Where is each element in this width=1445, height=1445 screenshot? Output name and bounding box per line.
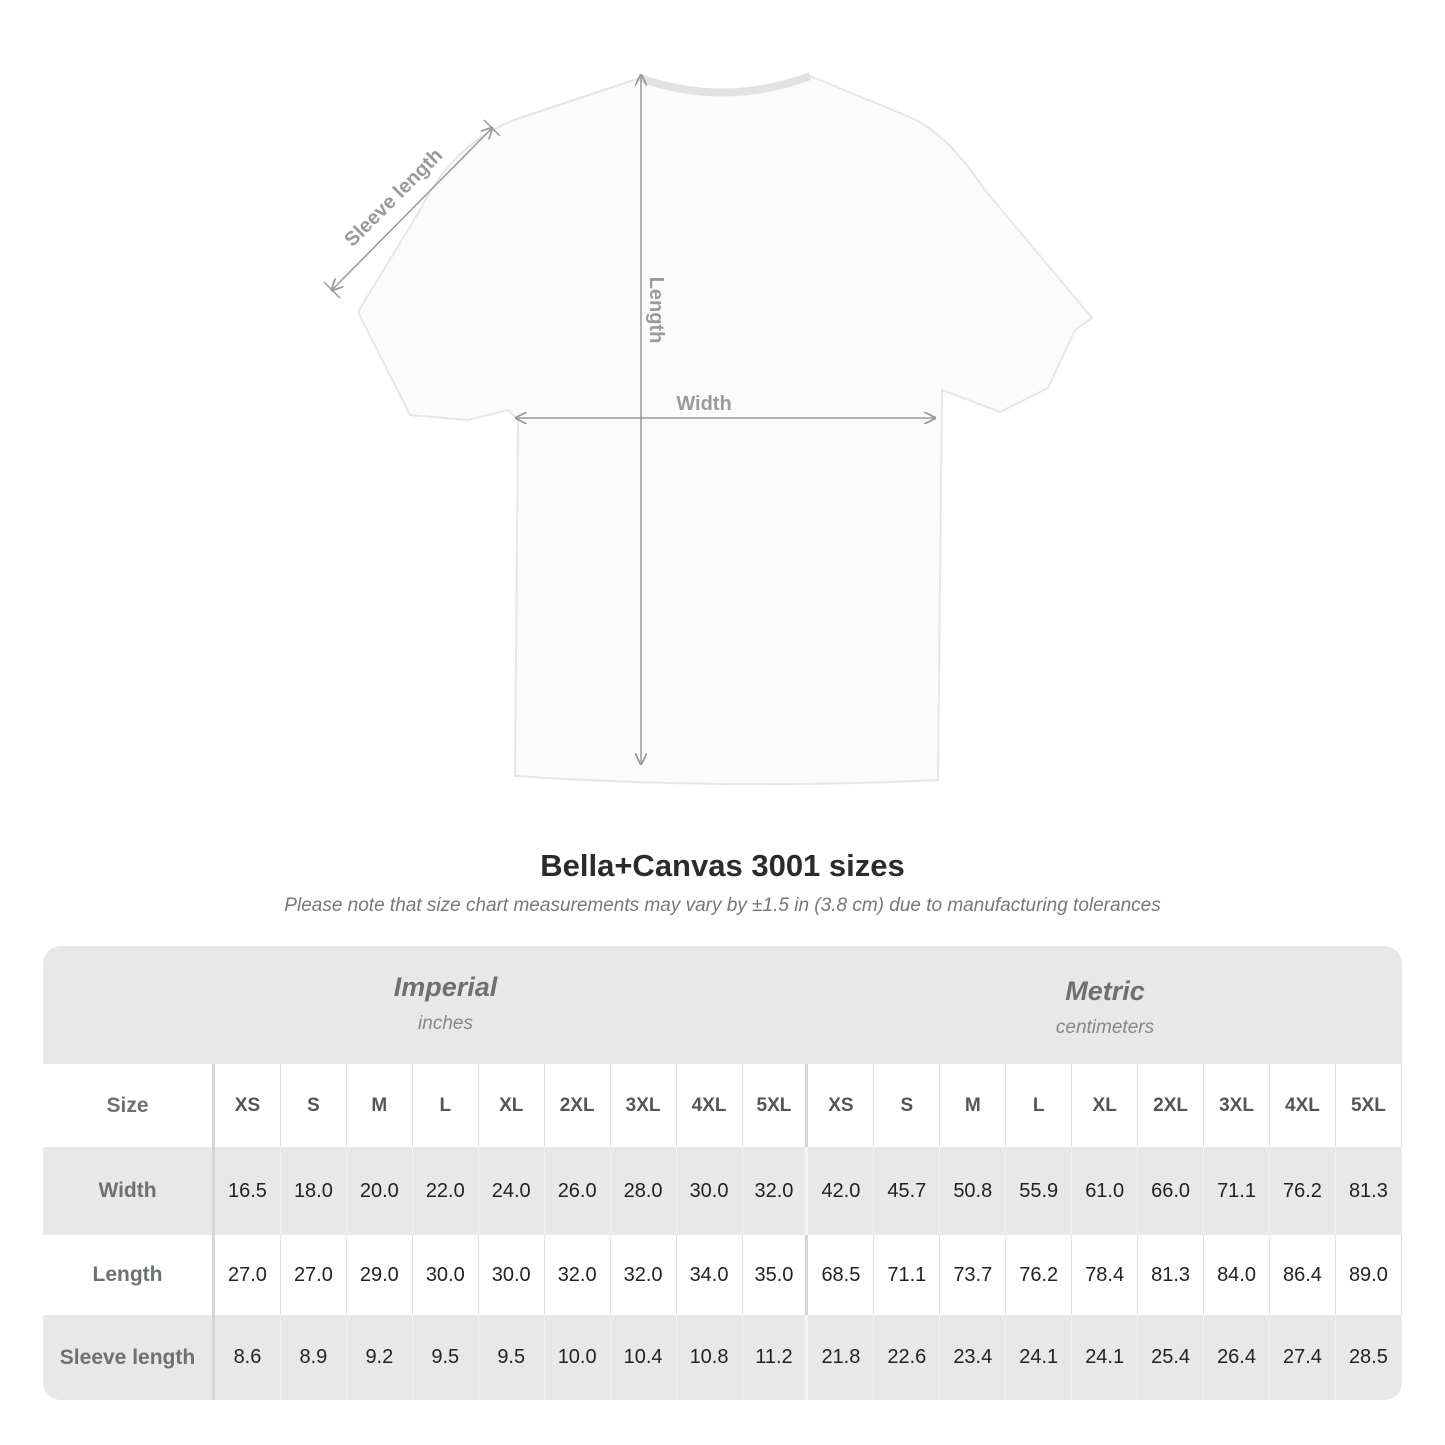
size-header-cell: M <box>347 1064 413 1147</box>
table-cell: 81.3 <box>1336 1147 1402 1235</box>
size-header-cell: 4XL <box>1270 1064 1336 1147</box>
table-cell: 32.0 <box>743 1147 809 1235</box>
size-header-cell: 3XL <box>611 1064 677 1147</box>
size-table: Imperial inches Metric centimeters Size … <box>43 946 1402 1400</box>
table-cell: 50.8 <box>940 1147 1007 1235</box>
table-cell: 61.0 <box>1072 1147 1139 1235</box>
table-cell: 27.4 <box>1270 1315 1336 1400</box>
table-cell: 11.2 <box>743 1315 809 1400</box>
table-cell: 34.0 <box>677 1235 743 1315</box>
table-cell: 24.0 <box>479 1147 545 1235</box>
size-header-cell: XS <box>808 1064 875 1147</box>
size-header-cell: S <box>281 1064 347 1147</box>
width-label: Width <box>676 393 731 415</box>
table-cell: 18.0 <box>281 1147 347 1235</box>
table-cell: 28.5 <box>1336 1315 1402 1400</box>
table-cell: 78.4 <box>1072 1235 1139 1315</box>
table-cell: 10.4 <box>611 1315 677 1400</box>
size-header-cell: XL <box>479 1064 545 1147</box>
table-cell: 29.0 <box>347 1235 413 1315</box>
table-cell: 21.8 <box>808 1315 875 1400</box>
tolerance-note: Please note that size chart measurements… <box>284 895 1161 916</box>
table-cell: 25.4 <box>1138 1315 1205 1400</box>
sleeve-line <box>332 128 492 290</box>
table-cell: 27.0 <box>215 1235 281 1315</box>
size-header-row: Size XS S M L XL 2XL 3XL 4XL 5XL XS S M L XL 2XL 3XL 4XL… <box>43 1064 1402 1147</box>
table-cell: 30.0 <box>413 1235 479 1315</box>
table-cell: 28.0 <box>611 1147 677 1235</box>
table-cell: 10.8 <box>677 1315 743 1400</box>
table-cell: 24.1 <box>1006 1315 1073 1400</box>
table-cell: 86.4 <box>1270 1235 1336 1315</box>
table-cell: 9.5 <box>479 1315 545 1400</box>
table-cell: 81.3 <box>1138 1235 1205 1315</box>
row-label: Width <box>43 1147 215 1235</box>
imperial-header: Imperial inches <box>215 946 676 1090</box>
table-cell: 71.1 <box>874 1235 941 1315</box>
table-cell: 27.0 <box>281 1235 347 1315</box>
table-row: Length 27.0 27.0 29.0 30.0 30.0 32.0 32.0 34.0 35… <box>43 1235 1402 1315</box>
table-cell: 42.0 <box>808 1147 875 1235</box>
table-cell: 8.6 <box>215 1315 281 1400</box>
size-header-cell: 4XL <box>677 1064 743 1147</box>
metric-header: Metric centimeters <box>808 946 1402 1094</box>
size-header-cell: L <box>1006 1064 1073 1147</box>
table-cell: 73.7 <box>940 1235 1007 1315</box>
table-cell: 26.0 <box>545 1147 611 1235</box>
page-title: Bella+Canvas 3001 sizes <box>540 848 905 883</box>
size-header-cell: 2XL <box>545 1064 611 1147</box>
table-cell: 22.0 <box>413 1147 479 1235</box>
group-unit: inches <box>418 1013 473 1034</box>
size-header-cell: 5XL <box>743 1064 809 1147</box>
length-label: Length <box>645 277 667 344</box>
table-cell: 8.9 <box>281 1315 347 1400</box>
table-cell: 55.9 <box>1006 1147 1073 1235</box>
size-header-cell: XS <box>215 1064 281 1147</box>
table-row: Sleeve length 8.6 8.9 9.2 9.5 9.5 10.0 10.4 10.8… <box>43 1315 1402 1400</box>
group-name: Imperial <box>393 972 498 1002</box>
row-label: Sleeve length <box>43 1315 215 1400</box>
size-header-cell: 2XL <box>1138 1064 1205 1147</box>
size-header-cell: XL <box>1072 1064 1139 1147</box>
table-cell: 30.0 <box>479 1235 545 1315</box>
size-header-cell: M <box>940 1064 1007 1147</box>
table-cell: 16.5 <box>215 1147 281 1235</box>
table-cell: 76.2 <box>1270 1147 1336 1235</box>
tshirt-shape <box>356 74 1094 786</box>
table-cell: 10.0 <box>545 1315 611 1400</box>
group-name: Metric <box>1065 976 1145 1006</box>
table-cell: 22.6 <box>874 1315 941 1400</box>
size-header-cell: S <box>874 1064 941 1147</box>
table-cell: 71.1 <box>1204 1147 1270 1235</box>
group-unit: centimeters <box>1055 1017 1155 1038</box>
table-cell: 23.4 <box>940 1315 1007 1400</box>
tshirt-diagram: Width Length Sleeve length <box>323 72 1094 786</box>
table-cell: 89.0 <box>1336 1235 1402 1315</box>
table-cell: 32.0 <box>611 1235 677 1315</box>
table-cell: 9.2 <box>347 1315 413 1400</box>
table-cell: 9.5 <box>413 1315 479 1400</box>
table-cell: 20.0 <box>347 1147 413 1235</box>
table-row: Width 16.5 18.0 20.0 22.0 24.0 26.0 28.0 30.0 32.… <box>43 1147 1402 1235</box>
table-cell: 76.2 <box>1006 1235 1073 1315</box>
table-cell: 68.5 <box>808 1235 875 1315</box>
size-header-cell: 5XL <box>1336 1064 1402 1147</box>
table-cell: 32.0 <box>545 1235 611 1315</box>
table-cell: 26.4 <box>1204 1315 1270 1400</box>
size-header-cell: 3XL <box>1204 1064 1270 1147</box>
size-label: Size <box>43 1064 215 1147</box>
table-cell: 66.0 <box>1138 1147 1205 1235</box>
table-cell: 24.1 <box>1072 1315 1139 1400</box>
size-header-cell: L <box>413 1064 479 1147</box>
row-label: Length <box>43 1235 215 1315</box>
table-cell: 35.0 <box>743 1235 809 1315</box>
table-cell: 84.0 <box>1204 1235 1270 1315</box>
table-cell: 30.0 <box>677 1147 743 1235</box>
table-cell: 45.7 <box>874 1147 941 1235</box>
